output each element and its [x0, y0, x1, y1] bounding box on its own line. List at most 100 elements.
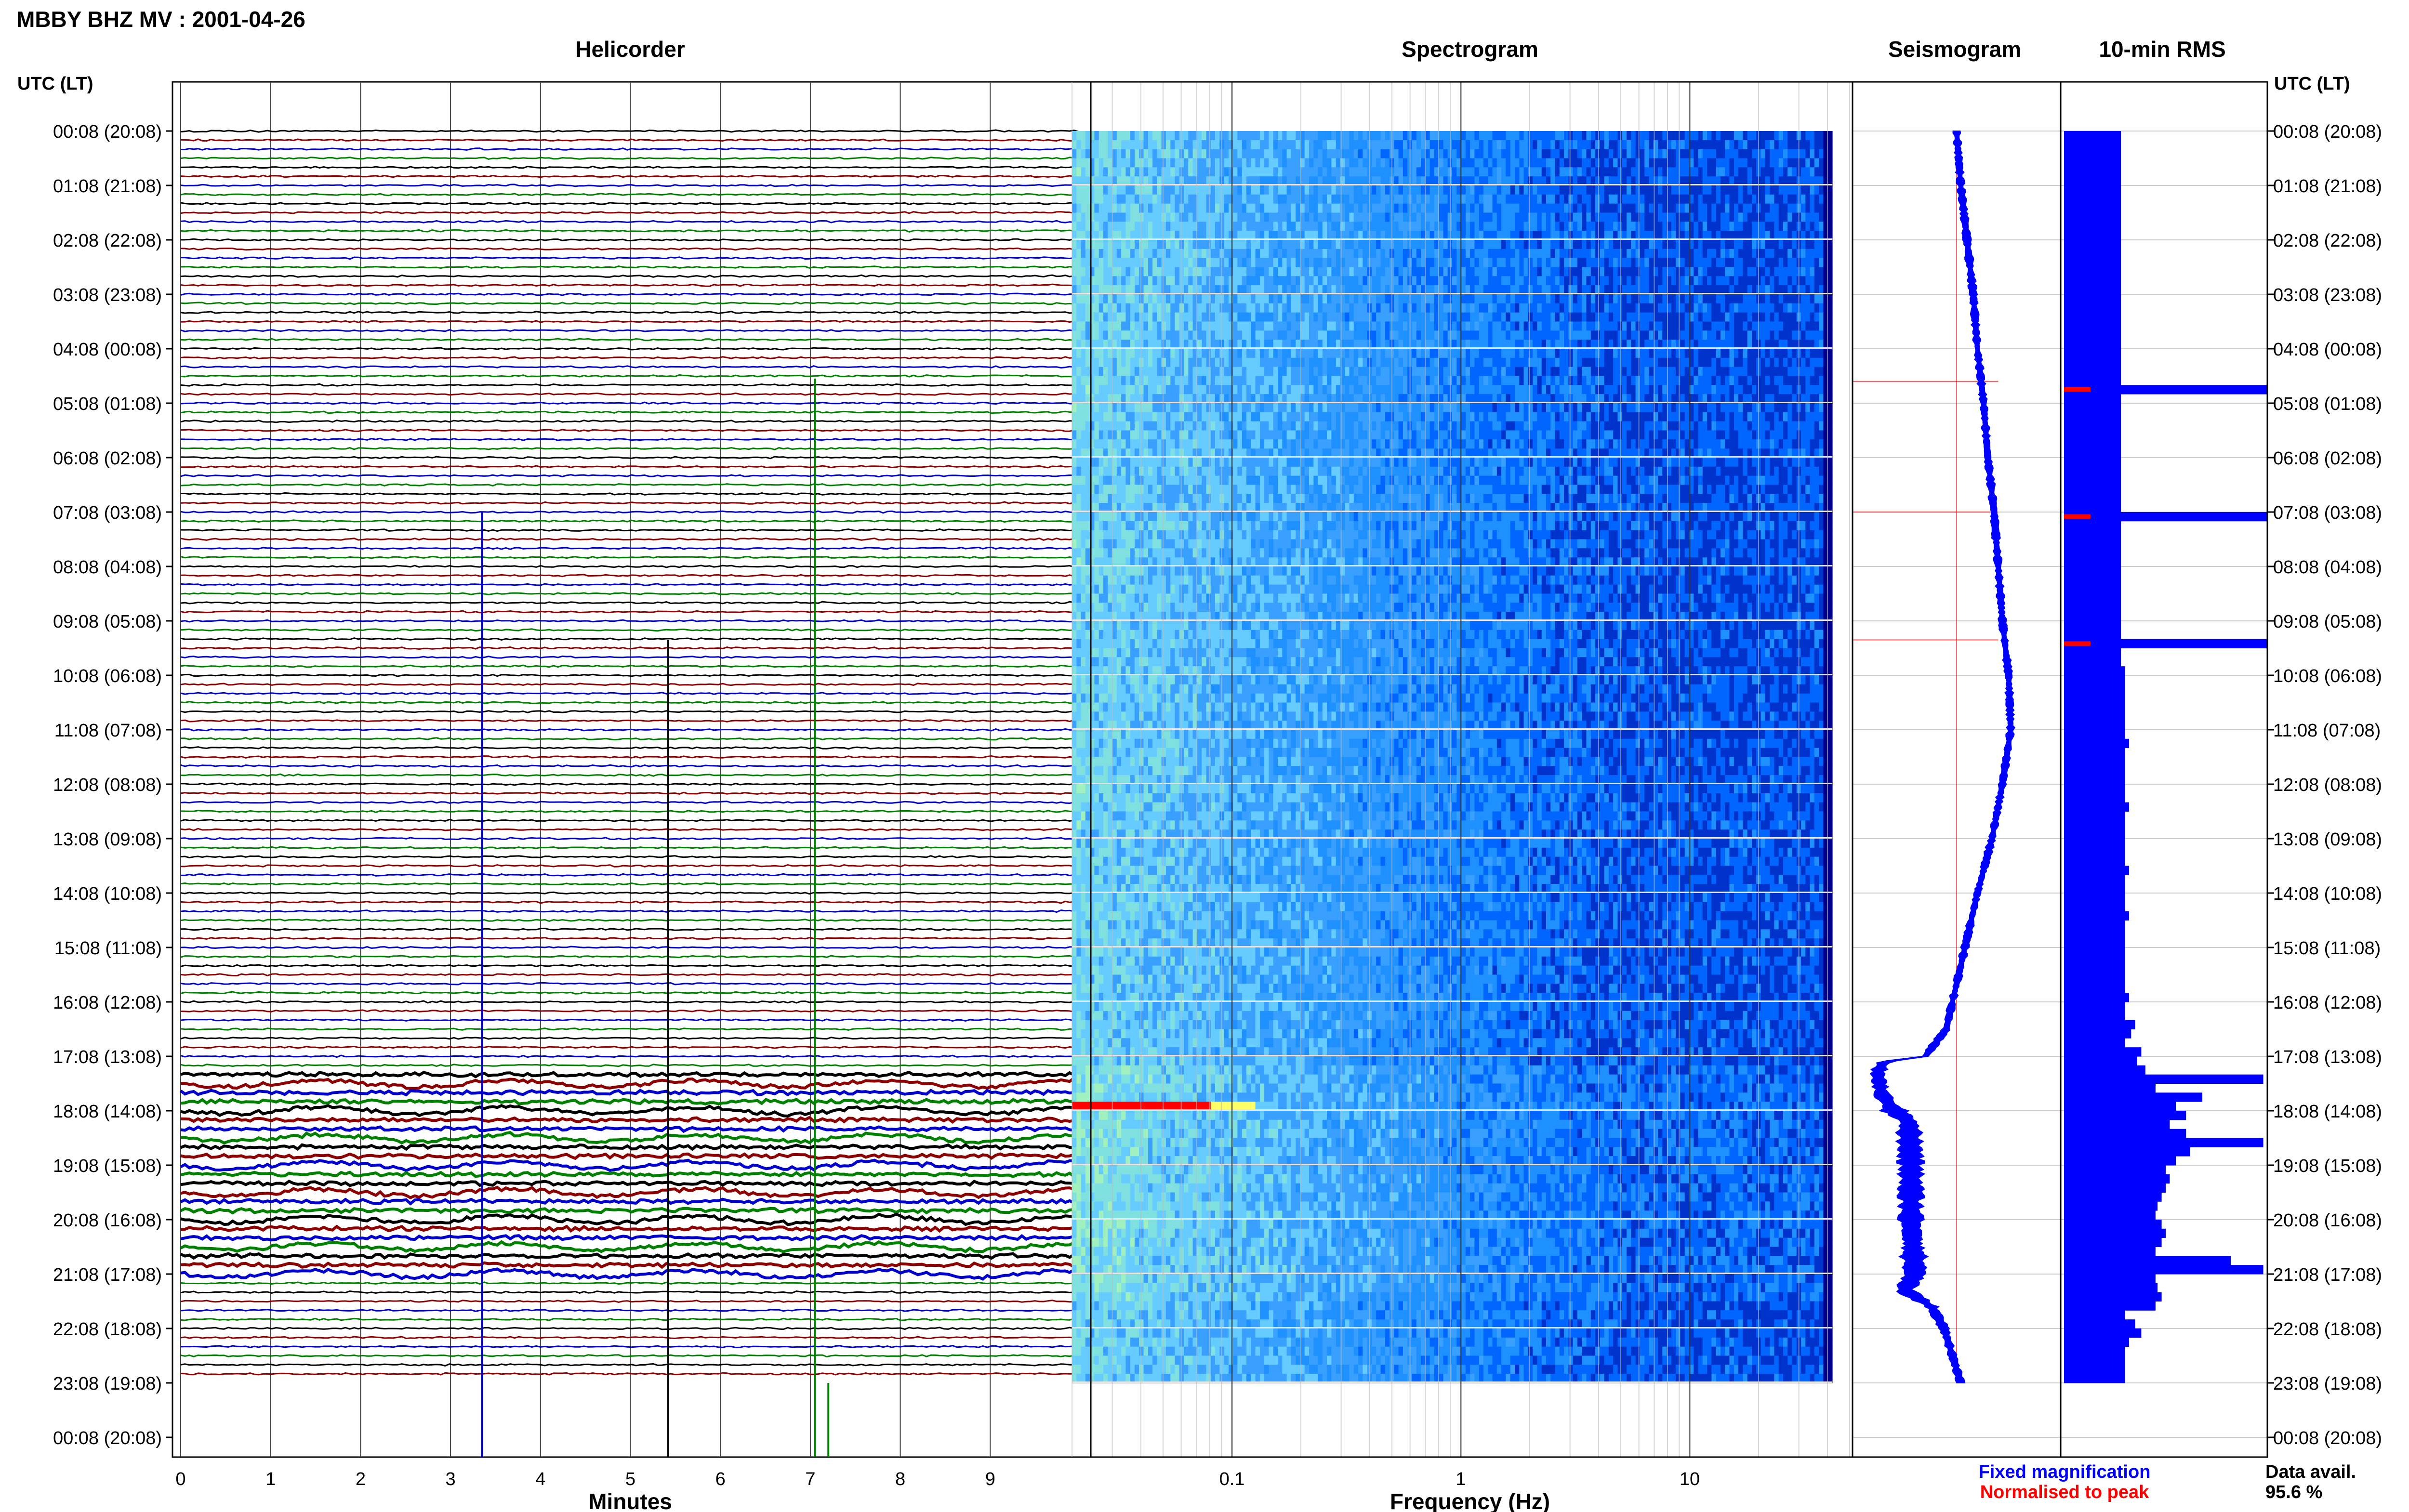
spectrogram-cell [1291, 357, 1296, 368]
spectrogram-cell [1537, 167, 1542, 177]
spectrogram-cell [1125, 249, 1131, 259]
spectrogram-cell [1734, 222, 1739, 231]
spectrogram-cell [1488, 222, 1493, 231]
helicorder-trace [180, 528, 1079, 532]
spectrogram-cell [1188, 294, 1193, 304]
spectrogram-cell [1192, 376, 1198, 385]
spectrogram-cell [1206, 276, 1211, 286]
spectrogram-cell [1546, 249, 1551, 259]
spectrogram-cell [1474, 240, 1480, 250]
spectrogram-cell [1139, 167, 1144, 177]
spectrogram-cell [1461, 140, 1466, 150]
spectrogram-cell [1689, 249, 1694, 259]
spectrogram-cell [1716, 294, 1721, 304]
spectrogram-cell [1108, 203, 1113, 213]
spectrogram-cell [1814, 330, 1819, 340]
spectrogram-cell [1090, 240, 1095, 250]
spectrogram-cell [1300, 231, 1305, 240]
spectrogram-cell [1586, 267, 1591, 276]
spectrogram-cell [1425, 258, 1430, 268]
spectrogram-cell [1823, 131, 1828, 141]
spectrogram-cell [1291, 340, 1296, 349]
spectrogram-cell [1653, 376, 1658, 385]
spectrogram-cell [1363, 176, 1368, 186]
spectrogram-cell [1627, 376, 1631, 385]
spectrogram-cell [1085, 340, 1090, 349]
spectrogram-cell [1456, 258, 1462, 268]
spectrogram-cell [1743, 294, 1748, 304]
spectrogram-cell [1533, 303, 1537, 313]
spectrogram-cell [1488, 131, 1493, 141]
spectrogram-cell [1233, 240, 1238, 250]
spectrogram-cell [1192, 385, 1198, 394]
spectrogram-cell [1694, 203, 1699, 213]
spectrogram-cell [1327, 349, 1332, 358]
spectrogram-cell [1649, 222, 1654, 231]
spectrogram-cell [1416, 258, 1421, 268]
spectrogram-cell [1233, 231, 1238, 240]
spectrogram-cell [1291, 131, 1296, 141]
spectrogram-cell [1716, 276, 1721, 286]
spectrogram-cell [1515, 212, 1520, 222]
spectrogram-cell [1590, 212, 1596, 222]
spectrogram-cell [1072, 367, 1077, 377]
helicorder-trace [180, 1158, 1079, 1172]
spectrogram-cell [1192, 158, 1198, 168]
spectrogram-cell [1519, 294, 1524, 304]
spectrogram-cell [1456, 249, 1462, 259]
spectrogram-cell [1259, 185, 1265, 195]
spectrogram-cell [1318, 385, 1323, 394]
spectrogram-cell [1246, 267, 1251, 276]
helicorder-trace [180, 1344, 1079, 1349]
spectrogram-cell [1465, 158, 1470, 168]
spectrogram-cell [1134, 349, 1139, 358]
helicorder-trace [180, 565, 1079, 568]
spectrogram-cell [1595, 240, 1600, 250]
spectrogram-cell [1255, 185, 1260, 195]
spectrogram-cell [1568, 149, 1574, 159]
spectrogram-cell [1108, 231, 1113, 240]
spectrogram-cell [1313, 176, 1319, 186]
spectrogram-cell [1170, 385, 1175, 394]
spectrogram-cell [1564, 349, 1569, 358]
spectrogram-cell [1099, 303, 1104, 313]
spectrogram-cell [1286, 258, 1292, 268]
spectrogram-cell [1823, 258, 1828, 268]
spectrogram-cell [1716, 285, 1721, 295]
spectrogram-cell [1734, 258, 1739, 268]
spectrogram-cell [1340, 303, 1345, 313]
spectrogram-cell [1322, 349, 1327, 358]
spectrogram-cell [1197, 376, 1202, 385]
spectrogram-cell [1421, 158, 1426, 168]
spectrogram-cell [1743, 321, 1748, 331]
spectrogram-cell [1269, 276, 1274, 286]
spectrogram-cell [1139, 176, 1144, 186]
spectrogram-cell [1787, 194, 1792, 204]
spectrogram-cell [1684, 203, 1690, 213]
spectrogram-cell [1523, 140, 1529, 150]
spectrogram-cell [1635, 349, 1641, 358]
spectrogram-cell [1617, 349, 1623, 358]
spectrogram-cell [1202, 376, 1206, 385]
spectrogram-cell [1617, 203, 1623, 213]
helicorder-trace [180, 973, 1079, 977]
spectrogram-cell [1331, 385, 1337, 394]
spectrogram-cell [1698, 249, 1703, 259]
spectrogram-cell [1215, 349, 1220, 358]
spectrogram-cell [1304, 267, 1310, 276]
spectrogram-cell [1165, 258, 1171, 268]
spectrogram-cell [1251, 231, 1256, 240]
spectrogram-cell [1778, 294, 1784, 304]
spectrogram-cell [1434, 249, 1439, 259]
spectrogram-cell [1783, 303, 1788, 313]
spectrogram-cell [1421, 212, 1426, 222]
spectrogram-cell [1617, 240, 1623, 250]
spectrogram-cell [1197, 167, 1202, 177]
spectrogram-cell [1099, 330, 1104, 340]
spectrogram-cell [1233, 194, 1238, 204]
spectrogram-cell [1488, 158, 1493, 168]
spectrogram-cell [1340, 222, 1345, 231]
spectrogram-cell [1251, 222, 1256, 231]
spectrogram-cell [1734, 376, 1739, 385]
helicorder-trace [180, 356, 1079, 360]
